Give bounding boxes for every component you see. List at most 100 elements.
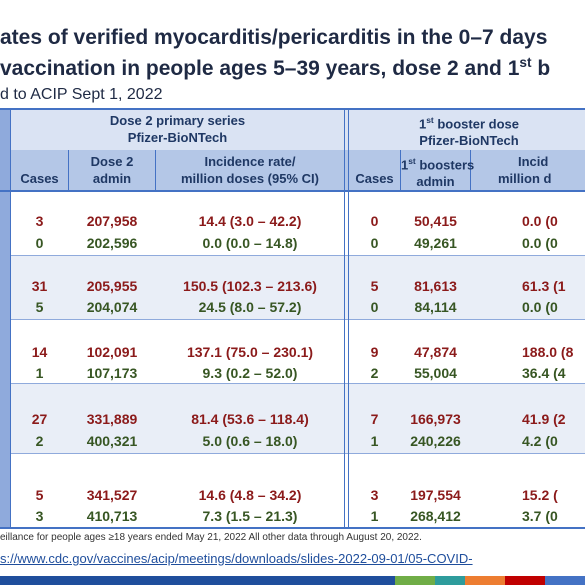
column-header-text: 1: [401, 157, 409, 173]
table-cell: 84,114: [414, 299, 457, 315]
col-divider: [400, 150, 401, 190]
row-divider: [0, 383, 585, 384]
table-cell: 4.2 (0: [522, 433, 558, 449]
table-cell: 47,874: [414, 344, 457, 360]
row-divider: [0, 453, 585, 454]
color-bar: [0, 576, 395, 585]
group-title: Dose 2 primary series: [109, 113, 246, 128]
table-cell: 3: [35, 508, 44, 524]
table-cell: 410,713: [86, 508, 138, 524]
table-cell: 3: [35, 213, 44, 229]
source-url[interactable]: s://www.cdc.gov/vaccines/acip/meetings/d…: [0, 551, 473, 566]
title-sup: st: [519, 55, 532, 70]
column-header-bg: [0, 150, 585, 190]
group-subtitle: Pfizer-BioNTech: [127, 130, 228, 145]
table-cell: 5: [370, 278, 379, 294]
table-cell: 61.3 (1: [522, 278, 566, 294]
col-divider: [470, 150, 471, 190]
table-cell: 102,091: [86, 344, 138, 360]
column-header-line: Incidence rate/: [204, 154, 296, 169]
table-cell: 5.0 (0.6 – 18.0): [202, 433, 298, 449]
table-cell: 55,004: [414, 365, 457, 381]
footnote: eillance for people ages ≥18 years ended…: [0, 532, 422, 543]
group-title-text: booster dose: [433, 116, 519, 132]
column-header: Cases: [355, 171, 394, 186]
table-cell: 150.5 (102.3 – 213.6): [183, 278, 317, 294]
group-header: Dose 2 primary series Pfizer-BioNTech: [11, 112, 344, 146]
color-bar: [465, 576, 505, 585]
table-cell: 1: [370, 433, 379, 449]
column-header-line: admin: [92, 171, 132, 186]
table-cell: 3.7 (0: [522, 508, 558, 524]
table-cell: 0.0 (0: [522, 213, 558, 229]
row-band: [10, 384, 585, 454]
table-cell: 49,261: [414, 235, 457, 251]
table-cell: 7.3 (1.5 – 21.3): [202, 508, 298, 524]
col-divider: [68, 150, 69, 190]
table-cell: 36.4 (4: [522, 365, 566, 381]
table-cell: 9.3 (0.2 – 52.0): [202, 365, 298, 381]
table-cell: 400,321: [86, 433, 138, 449]
table-cell: 14.4 (3.0 – 42.2): [198, 213, 302, 229]
column-header-line: million doses (95% CI): [181, 171, 319, 186]
table-cell: 268,412: [410, 508, 461, 524]
column-header: Incidence rate/million doses (95% CI): [156, 153, 344, 187]
table-cell: 27: [31, 411, 48, 427]
column-header-text: boosters: [415, 157, 475, 173]
table-cell: 331,889: [86, 411, 138, 427]
column-header-line: million d: [498, 171, 552, 186]
table-cell: 341,527: [86, 487, 138, 503]
border: [0, 527, 585, 529]
table-cell: 7: [370, 411, 379, 427]
column-header: Dose 2 admin: [69, 153, 155, 187]
table-cell: 5: [35, 299, 44, 315]
table-cell: 14.6 (4.8 – 34.2): [198, 487, 302, 503]
row-divider: [0, 255, 585, 256]
table-cell: 107,173: [86, 365, 138, 381]
table-cell: 137.1 (75.0 – 230.1): [186, 344, 314, 360]
group-title-sup: st: [426, 115, 434, 125]
row-band: [10, 256, 585, 320]
table-cell: 204,074: [86, 299, 138, 315]
table-cell: 50,415: [414, 213, 457, 229]
table-cell: 205,955: [86, 278, 138, 294]
table-cell: 202,596: [86, 235, 138, 251]
border: [0, 108, 585, 110]
group-subtitle: Pfizer-BioNTech: [419, 133, 519, 149]
table-cell: 0: [35, 235, 44, 251]
table-cell: 0.0 (0: [522, 299, 558, 315]
table-cell: 2: [370, 365, 379, 381]
table-cell: 0.0 (0.0 – 14.8): [202, 235, 298, 251]
table-cell: 81.4 (53.6 – 118.4): [191, 411, 309, 427]
column-header-line: admin: [416, 174, 455, 190]
table-cell: 1: [35, 365, 44, 381]
table-cell: 0.0 (0: [522, 235, 558, 251]
group-header-bg: [0, 108, 585, 150]
group-title: 1st booster dose: [289, 112, 585, 132]
table-cell: 166,973: [410, 411, 461, 427]
table-cell: 197,554: [410, 487, 461, 503]
color-bar: [545, 576, 585, 585]
table-cell: 207,958: [86, 213, 138, 229]
table-cell: 1: [370, 508, 379, 524]
table-cell: 24.5 (8.0 – 57.2): [198, 299, 302, 315]
color-bar: [505, 576, 545, 585]
table-cell: 3: [370, 487, 379, 503]
title-line: vaccination in people ages 5–39 years, d…: [0, 55, 550, 81]
group-title-text: 1: [419, 116, 427, 132]
table-cell: 188.0 (8: [522, 344, 574, 360]
column-header-line: 1st boosters: [401, 153, 474, 173]
table-cell: 0: [370, 299, 379, 315]
stub-column: [0, 108, 10, 528]
column-header-sup: st: [408, 156, 416, 166]
border: [0, 190, 585, 192]
table-cell: 0: [370, 235, 379, 251]
title-text: b: [531, 57, 551, 80]
table-cell: 0: [370, 213, 379, 229]
column-header: Cases: [20, 171, 59, 186]
column-header-line: Dose 2: [90, 154, 134, 169]
col-divider: [348, 108, 349, 528]
group-header: 1st booster dose Pfizer-BioNTech: [349, 112, 585, 149]
table-cell: 9: [370, 344, 379, 360]
title-line: ates of verified myocarditis/pericarditi…: [0, 26, 548, 49]
